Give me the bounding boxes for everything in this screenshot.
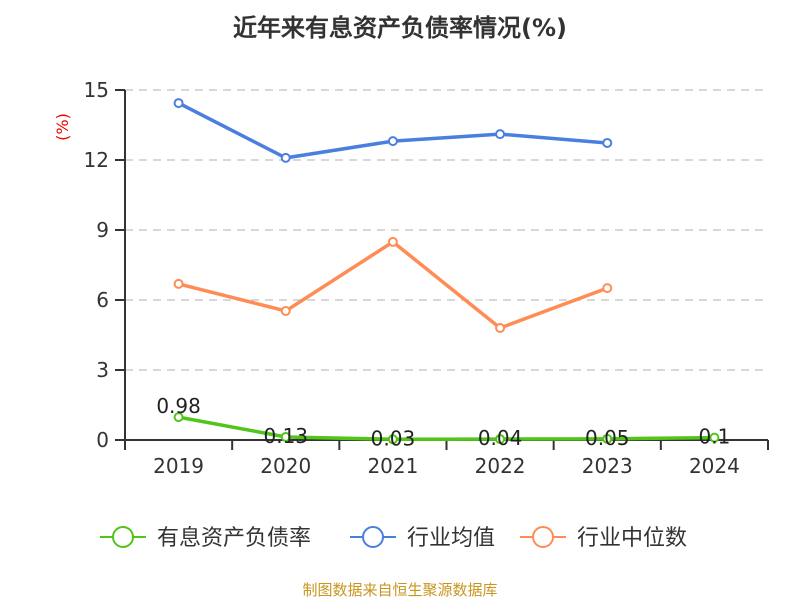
y-axis-label: (%) [53,113,72,141]
legend-label: 行业中位数 [577,526,687,551]
chart-title: 近年来有息资产负债率情况(%) [233,14,567,42]
data-point [602,283,613,294]
data-label: 0.05 [585,426,630,450]
data-point [387,434,398,445]
x-tick-label: 2022 [475,454,526,478]
data-point [602,137,613,148]
data-label: 0.1 [699,425,731,449]
x-tick-label: 2019 [153,454,204,478]
data-point [387,136,398,147]
y-tick-label: 0 [96,428,109,452]
series-line-0 [178,415,715,442]
data-point [602,433,613,444]
x-tick-label: 2023 [582,454,633,478]
series-line-1 [177,101,608,160]
legend-marker [532,526,554,548]
data-point [709,432,720,443]
legend-label: 有息资产负债率 [157,526,311,551]
data-label: 0.13 [263,424,308,448]
y-tick-label: 9 [96,218,109,242]
x-tick-label: 2020 [260,454,311,478]
data-point [387,236,398,247]
legend-label: 行业均值 [407,526,495,551]
legend-marker [112,526,134,548]
source-footer: 制图数据来自恒生聚源数据库 [302,581,498,599]
data-label: 0.04 [478,426,523,450]
x-tick-label: 2021 [367,454,418,478]
data-point [280,431,291,442]
data-point [280,152,291,163]
data-point [173,98,184,109]
data-point [173,412,184,423]
data-point [495,323,506,333]
data-point [495,129,506,140]
data-point [495,434,506,445]
series-line-2 [178,239,608,330]
y-tick-label: 15 [84,78,109,102]
y-tick-label: 12 [84,148,109,172]
data-point [173,278,184,289]
data-label: 0.98 [156,394,201,418]
legend-marker [362,526,384,548]
y-tick-label: 6 [96,288,109,312]
data-point [280,305,291,316]
x-tick-label: 2024 [689,454,740,478]
data-label: 0.03 [371,426,416,450]
y-tick-label: 3 [96,358,109,382]
